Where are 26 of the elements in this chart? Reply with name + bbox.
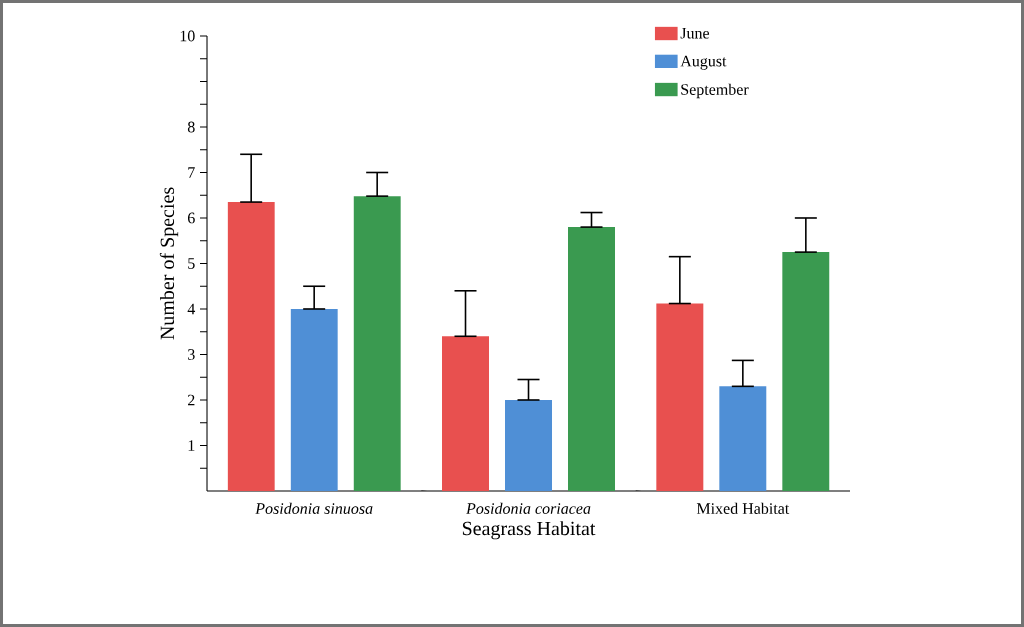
x-tick-label: Mixed Habitat [696,502,790,514]
bar [353,196,401,491]
y-axis-title: Number of Species [159,187,179,340]
y-tick-label: 10 [180,30,195,42]
bar [568,227,615,491]
x-tick-label: Posidonia coriacea [465,502,591,514]
y-tick-label: 8 [187,121,195,133]
legend-label: September [681,83,749,99]
bar [227,202,275,491]
y-tick-label: 3 [188,349,195,360]
bar [505,399,552,491]
bar [782,252,830,491]
y-tick-label: 4 [187,303,196,315]
bar [656,303,704,491]
legend-label: August [680,55,727,70]
x-tick-label: Posidonia sinuosa [255,502,373,514]
bar [719,386,767,491]
x-axis-title: Seagrass Habitat [462,521,596,540]
y-tick-label: 7 [188,167,195,178]
legend-label: June [680,27,710,39]
bar [442,336,489,491]
y-tick-label: 1 [188,440,195,451]
bar [290,308,338,491]
y-tick-label: 6 [187,212,195,224]
y-tick-label: 5 [188,258,195,269]
y-tick-label: 2 [188,394,195,406]
